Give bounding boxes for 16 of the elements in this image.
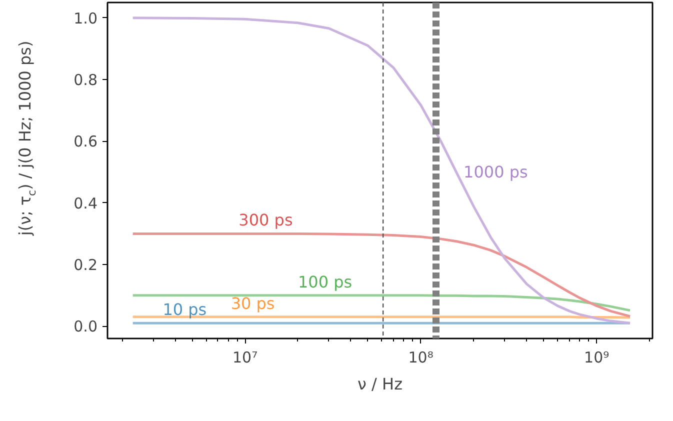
x-tick-label: 10⁹: [584, 348, 610, 366]
y-axis-title: j(ν; τc) / j(0 Hz; 1000 ps): [16, 40, 38, 237]
y-tick-label: 1.0: [74, 9, 98, 28]
annotation: 300 ps: [238, 210, 293, 230]
annotation: 10 ps: [162, 300, 207, 320]
x-tick-label: 10⁷: [232, 348, 258, 366]
y-tick-label: 0.2: [74, 256, 98, 274]
annotation: 1000 ps: [464, 162, 528, 182]
y-tick-label: 0.6: [74, 132, 98, 151]
x-tick-label: 10⁸: [408, 348, 434, 366]
annotation: 30 ps: [230, 294, 275, 313]
y-tick-label: 0.8: [74, 71, 98, 90]
y-tick-label: 0.0: [74, 318, 98, 336]
x-axis-title: ν / Hz: [358, 374, 402, 394]
annotation: 100 ps: [298, 272, 352, 292]
y-tick-label: 0.4: [74, 194, 98, 212]
